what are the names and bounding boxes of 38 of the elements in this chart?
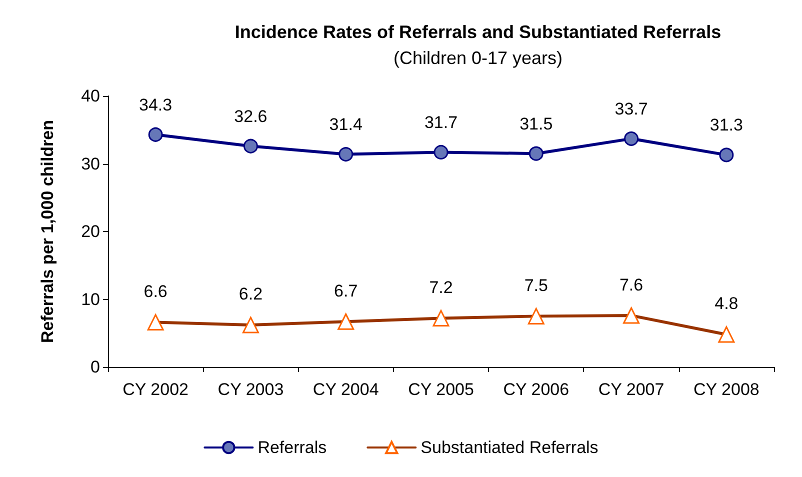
- data-label: 31.7: [424, 112, 458, 132]
- data-label: 31.4: [329, 115, 362, 134]
- data-label: 4.8: [714, 294, 738, 314]
- y-axis-title: Referrals per 1,000 children: [38, 120, 57, 344]
- x-tick-label: CY 2002: [122, 380, 188, 399]
- x-tick-label: CY 2003: [218, 380, 284, 399]
- legend-label: Substantiated Referrals: [420, 438, 598, 457]
- data-label: 33.7: [614, 99, 648, 118]
- y-tick-label: 30: [81, 154, 100, 174]
- point: [243, 138, 258, 154]
- data-label: 31.5: [520, 114, 553, 134]
- chart-title: Incidence Rates of Referrals and Substantiated Referrals: [234, 22, 722, 42]
- data-label: 7.6: [619, 275, 644, 294]
- y-tick-label: 0: [90, 358, 100, 376]
- x-tick-label: CY 2008: [694, 380, 760, 399]
- data-label: 6.6: [144, 282, 168, 302]
- point: [434, 144, 448, 160]
- legend-label: Referrals: [258, 438, 327, 457]
- point: [528, 146, 544, 161]
- data-label: 7.5: [524, 276, 548, 295]
- data-label: 34.3: [139, 95, 172, 114]
- x-tick-label: CY 2005: [408, 380, 474, 399]
- data-label: 31.3: [710, 116, 743, 135]
- point: [624, 131, 639, 146]
- point: [148, 127, 163, 142]
- x-tick-label: CY 2004: [312, 380, 379, 399]
- point: [719, 148, 734, 162]
- x-tick-label: CY 2006: [503, 380, 570, 399]
- x-tick-label: CY 2007: [598, 380, 664, 399]
- y-tick-label: 20: [81, 222, 100, 241]
- data-label: 6.7: [334, 281, 358, 300]
- data-label: 6.2: [238, 284, 263, 304]
- data-label: 7.2: [429, 278, 453, 297]
- chart-subtitle: (Children 0-17 years): [393, 48, 563, 68]
- y-tick-label: 10: [81, 290, 100, 309]
- point: [338, 147, 354, 162]
- data-label: 32.6: [234, 106, 268, 126]
- y-tick-label: 40: [81, 86, 100, 106]
